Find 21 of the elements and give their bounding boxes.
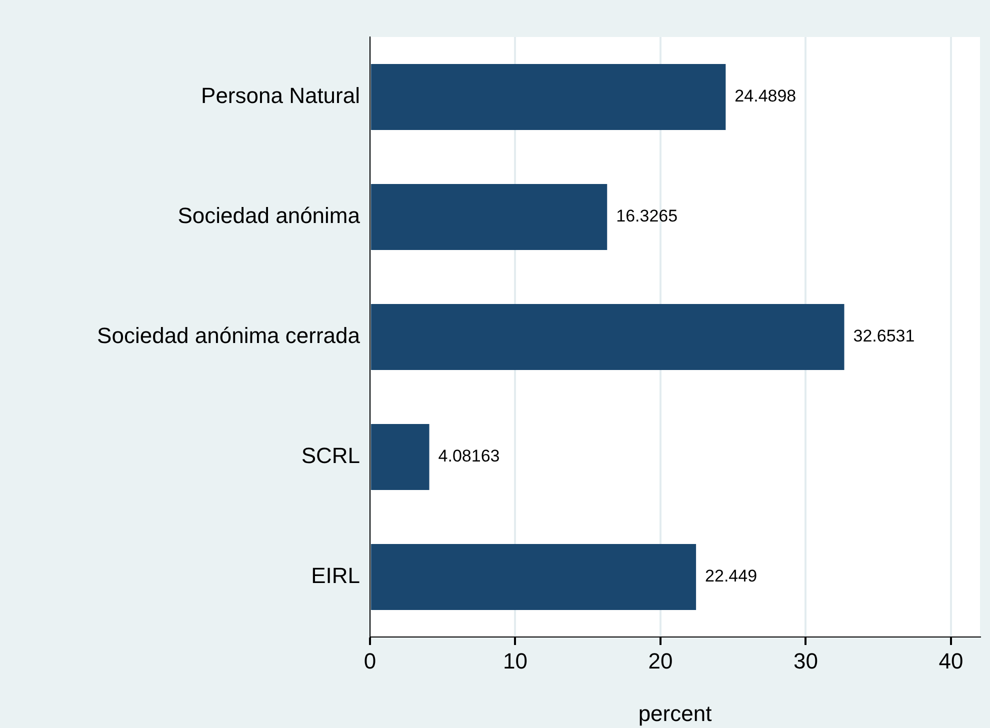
data-label: 4.08163 (438, 446, 500, 466)
data-label: 32.6531 (853, 326, 915, 346)
x-tick-label: 0 (364, 648, 376, 674)
bar (371, 184, 608, 250)
y-tick-label: EIRL (311, 563, 360, 588)
y-tick-label: SCRL (301, 443, 360, 468)
data-label: 24.4898 (734, 86, 796, 106)
x-tick-label: 30 (793, 648, 818, 674)
y-tick-label: Persona Natural (201, 83, 360, 108)
data-label: 22.449 (705, 566, 758, 586)
x-tick-label: 10 (502, 648, 528, 674)
y-tick-label: Sociedad anónima cerrada (97, 323, 361, 348)
bar (371, 64, 726, 130)
data-label: 16.3265 (616, 206, 678, 226)
bar (371, 304, 844, 370)
x-axis-title: percent (638, 700, 712, 726)
x-tick-label: 20 (648, 648, 673, 674)
bar (371, 544, 696, 610)
y-tick-label: Sociedad anónima (178, 203, 361, 228)
bar (371, 424, 430, 490)
x-tick-label: 40 (938, 648, 964, 674)
